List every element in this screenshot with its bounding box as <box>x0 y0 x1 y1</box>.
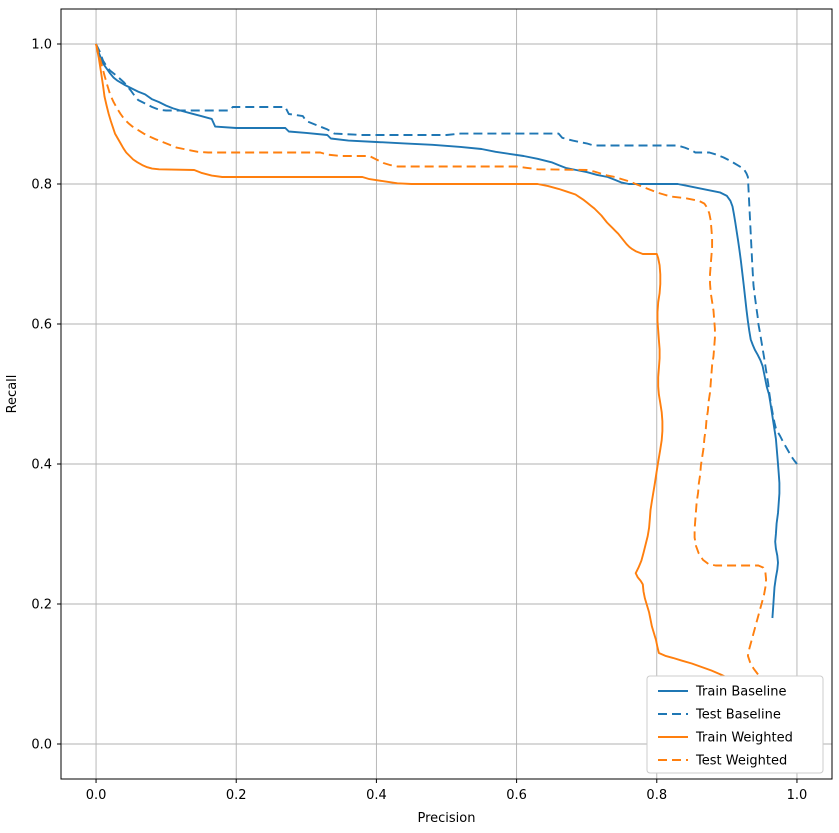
x-tick-label: 0.8 <box>646 788 667 803</box>
series-line-train-weighted <box>95 43 798 731</box>
x-tick-label: 1.0 <box>787 788 808 803</box>
y-tick-label: 0.8 <box>31 178 52 193</box>
x-tick-label: 0.6 <box>506 788 527 803</box>
x-tick-label: 0.2 <box>226 788 247 803</box>
legend-label: Train Baseline <box>695 685 786 700</box>
series-line-train-baseline <box>95 43 781 619</box>
y-axis-label: Recall <box>5 375 20 414</box>
y-tick-label: 0.0 <box>31 738 52 753</box>
legend-label: Test Baseline <box>695 708 781 723</box>
y-tick-label: 0.6 <box>31 318 52 333</box>
x-tick-label: 0.4 <box>366 788 387 803</box>
y-tick-label: 0.2 <box>31 598 52 613</box>
axes-spines <box>60 8 833 780</box>
y-tick-label: 0.4 <box>31 458 52 473</box>
legend-label: Test Weighted <box>695 754 787 769</box>
legend-label: Train Weighted <box>695 731 793 746</box>
series-line-test-baseline <box>95 43 798 465</box>
x-tick-label: 0.0 <box>86 788 107 803</box>
y-tick-label: 1.0 <box>31 38 52 53</box>
series-line-test-weighted <box>95 43 798 737</box>
x-axis-label: Precision <box>417 811 475 826</box>
legend-box <box>646 675 824 774</box>
